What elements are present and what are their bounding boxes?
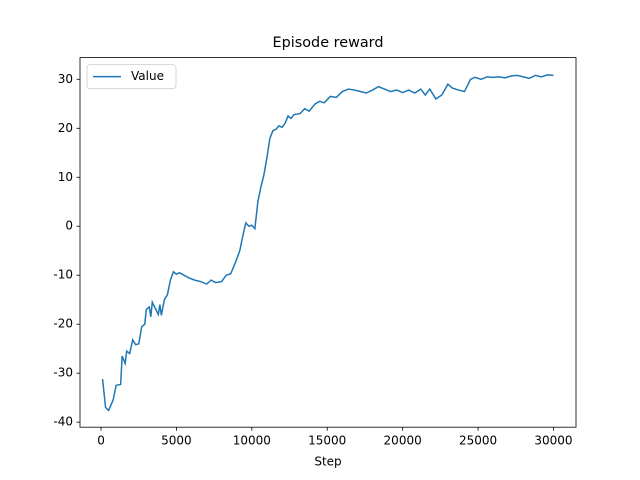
y-tick-label: 0 (65, 219, 73, 233)
axes-frame (79, 57, 577, 428)
y-tick-label: -10 (53, 268, 73, 282)
chart-title: Episode reward (273, 35, 384, 51)
x-tick-label: 25000 (459, 434, 497, 448)
legend-box (86, 64, 177, 89)
y-tick-label: 10 (58, 170, 73, 184)
y-tick-label: -40 (53, 415, 73, 429)
y-tick-label: 20 (58, 121, 73, 135)
x-tick-label: 5000 (161, 434, 192, 448)
x-tick-label: 20000 (384, 434, 422, 448)
data-line (101, 74, 554, 412)
y-tick-label: -20 (53, 317, 73, 331)
x-axis-label: Step (314, 455, 341, 469)
x-tick-label: 30000 (534, 434, 572, 448)
y-tick-label: -30 (53, 366, 73, 380)
legend-label: Value (131, 69, 164, 83)
y-tick-label: 30 (58, 72, 73, 86)
x-tick-label: 0 (97, 434, 105, 448)
x-tick-label: 10000 (233, 434, 271, 448)
x-tick-label: 15000 (308, 434, 346, 448)
